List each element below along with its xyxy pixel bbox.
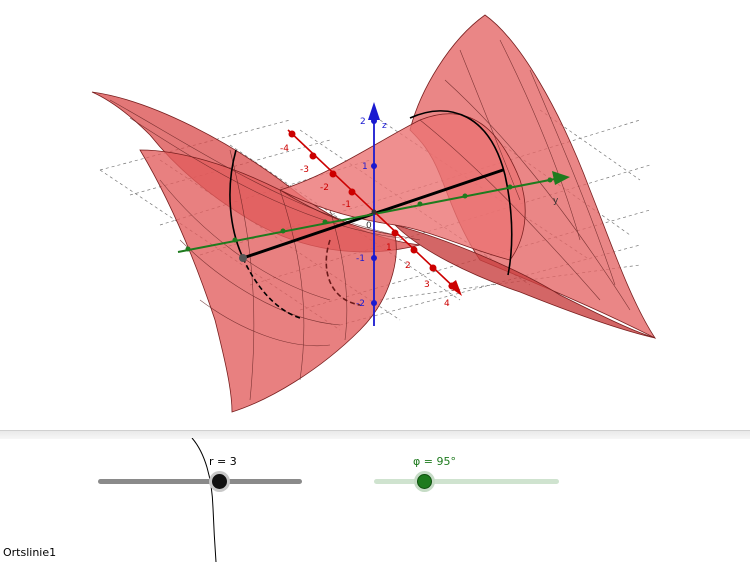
z-tick-label: -1	[356, 254, 365, 264]
x-tick-label: 3	[424, 280, 430, 290]
slider-r-handle[interactable]	[212, 474, 227, 489]
slider-phi-handle[interactable]	[417, 474, 432, 489]
z-tick-label: 2	[360, 117, 366, 127]
y-axis: y	[177, 171, 570, 253]
z-axis-label: z	[382, 121, 387, 131]
x-tick-label: -4	[280, 144, 289, 154]
graphics-3d-view[interactable]: y -4 -3 -2 -1 0 1 2 3 4 x	[0, 0, 750, 430]
surface-wing-lower-right	[393, 224, 656, 339]
slider-phi-label: φ = 95°	[413, 455, 456, 468]
surface-center-band	[278, 113, 526, 261]
z-axis: 2 1 -1 -2 z	[356, 102, 387, 326]
locus-curve-2d	[191, 438, 217, 562]
x-tick-label: -2	[320, 183, 329, 193]
x-tick-label: 2	[405, 261, 411, 271]
x-tick-label: -3	[300, 165, 309, 175]
view-divider[interactable]	[0, 430, 750, 439]
x-tick-label: -1	[342, 200, 351, 210]
z-tick-label: 1	[362, 162, 368, 172]
slider-r-track[interactable]	[98, 479, 302, 484]
radius-point[interactable]	[239, 254, 247, 262]
origin-label: 0	[366, 221, 372, 231]
x-axis-label: x	[452, 284, 458, 294]
locus-caption: Ortslinie1	[3, 546, 57, 559]
x-tick-label: 4	[444, 299, 450, 309]
y-axis-label: y	[553, 196, 559, 206]
slider-phi-track[interactable]	[374, 479, 559, 484]
locus-circle	[229, 110, 513, 319]
saddle-scene: y -4 -3 -2 -1 0 1 2 3 4 x	[91, 14, 657, 413]
x-tick-label: 1	[386, 243, 392, 253]
slider-r-label: r = 3	[209, 455, 237, 468]
origin-point	[371, 209, 377, 215]
graphics-2d-view[interactable]: r = 3 φ = 95° Ortslinie1	[0, 438, 750, 562]
z-tick-label: -2	[356, 299, 365, 309]
